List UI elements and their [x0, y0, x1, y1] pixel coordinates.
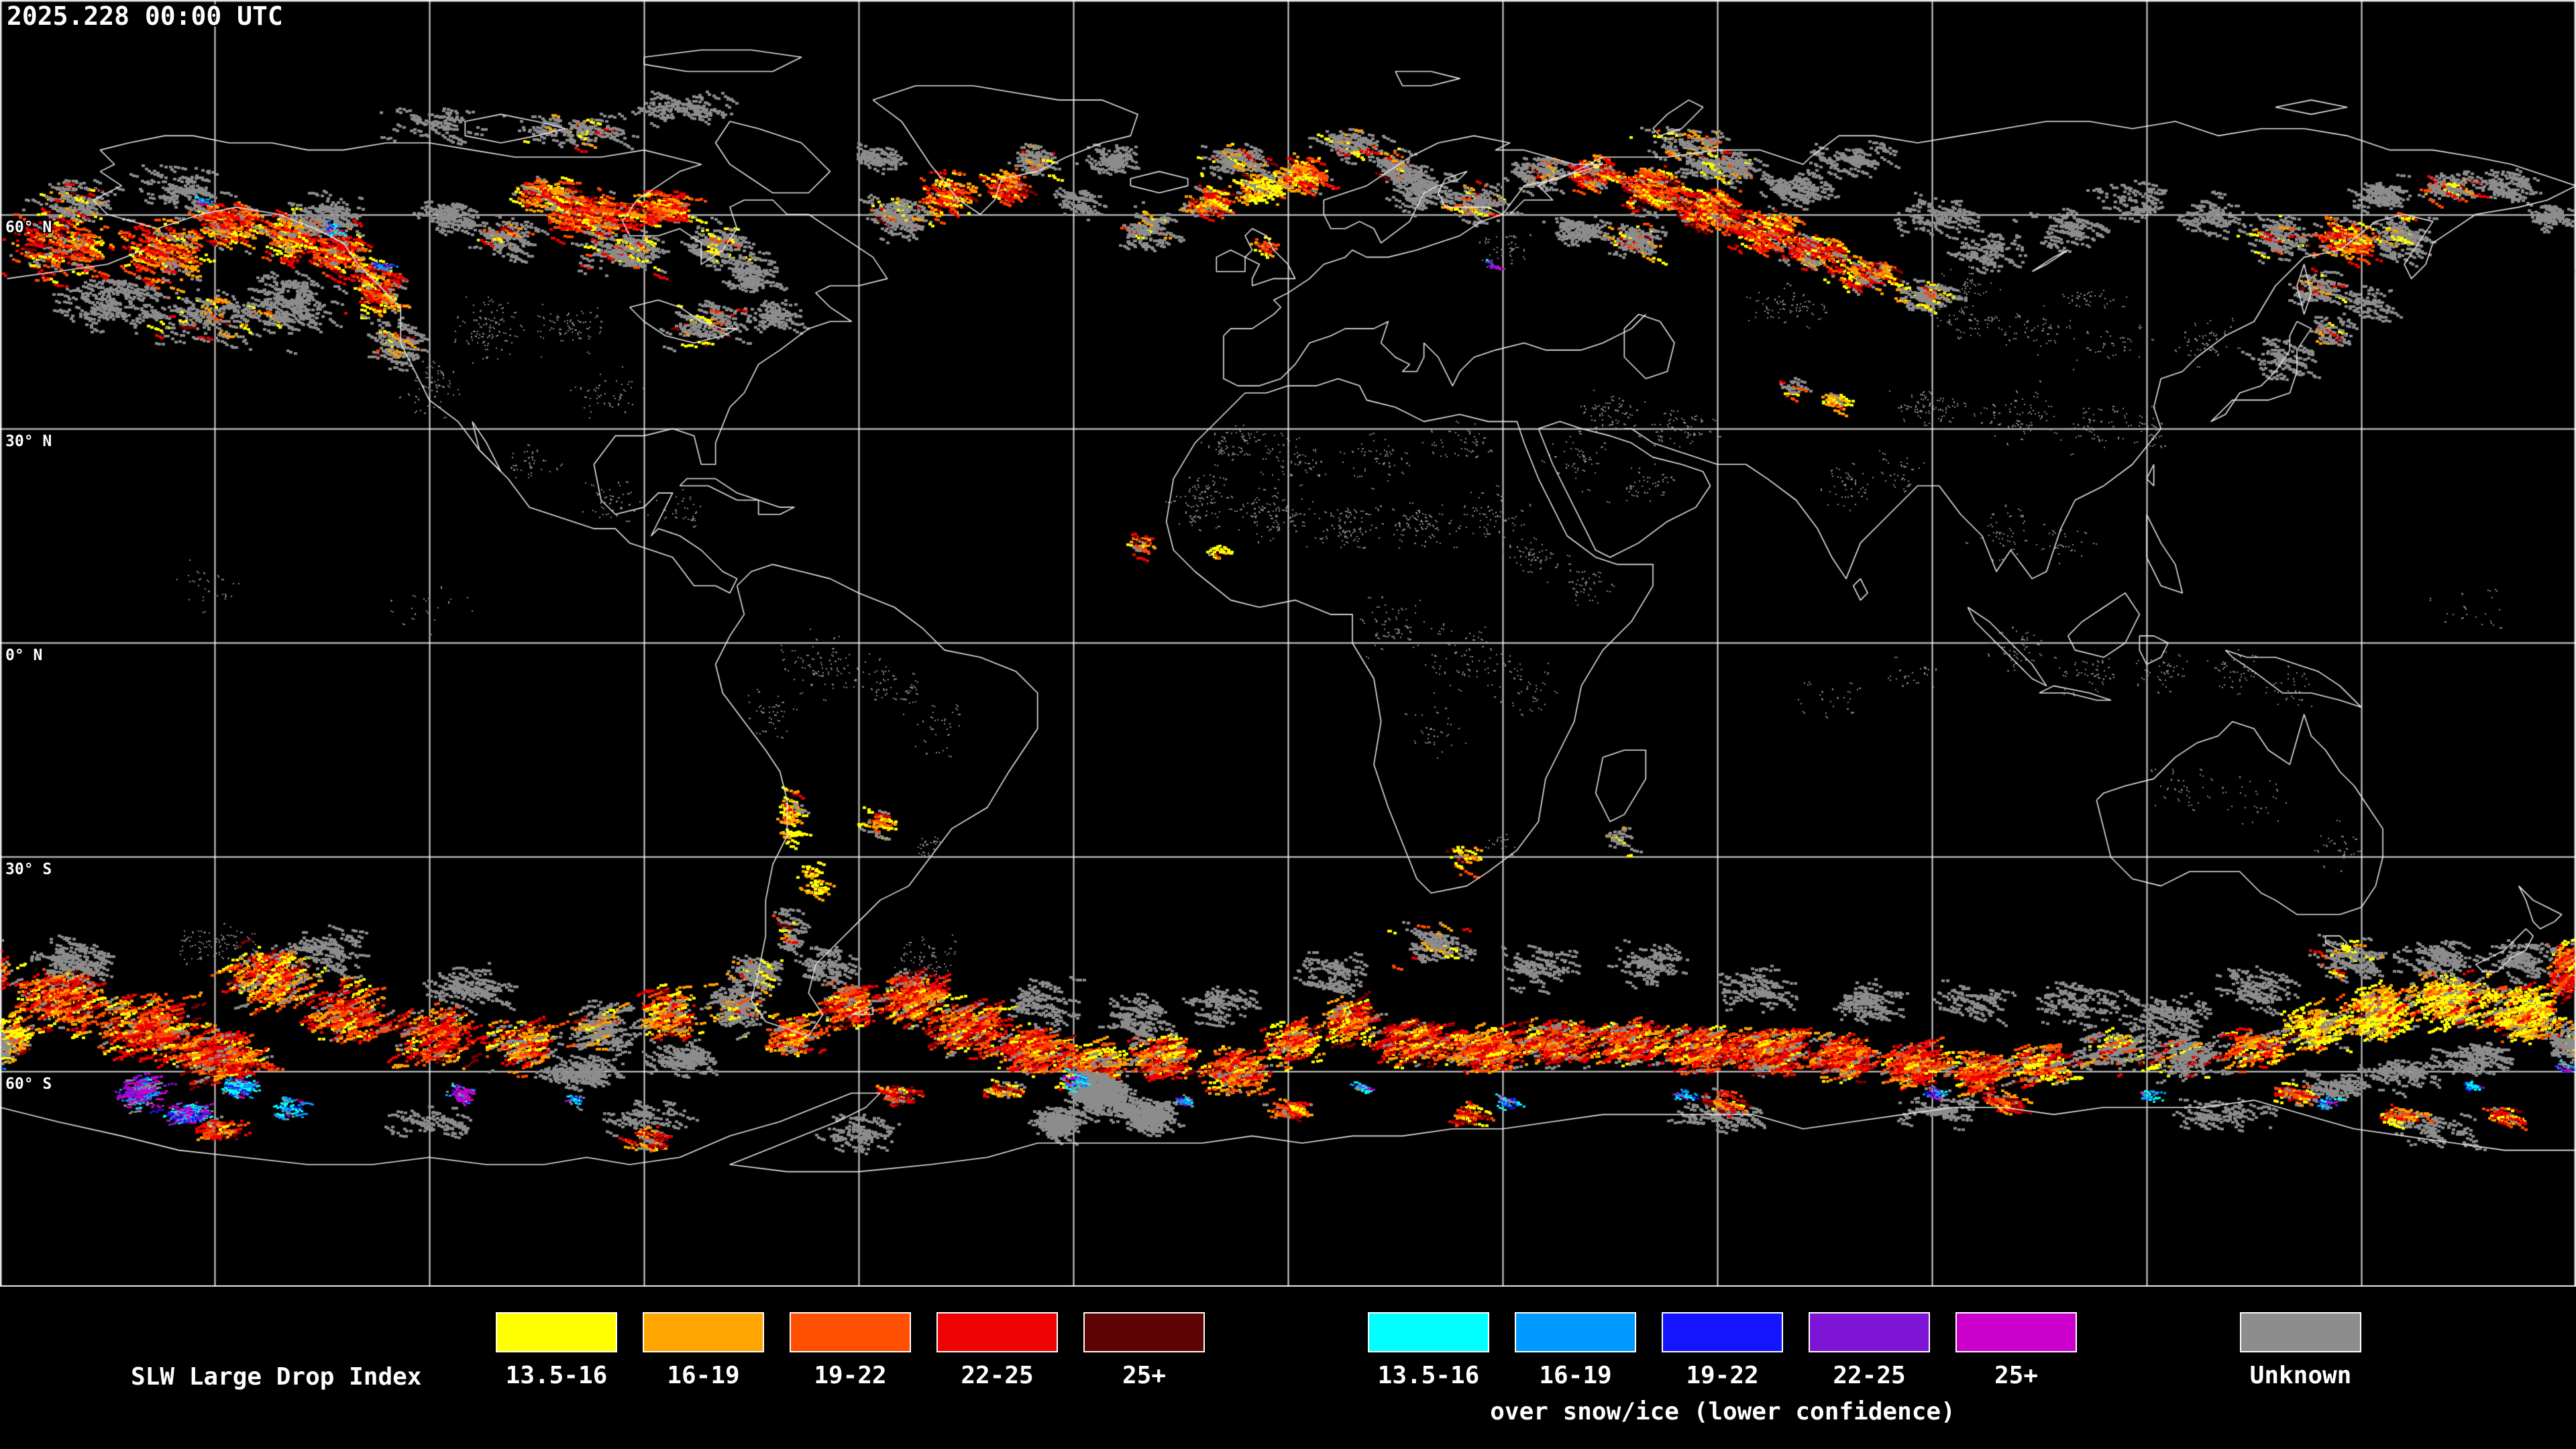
latitude-label: 60° N	[5, 219, 52, 236]
latitude-label: 30° S	[5, 861, 52, 878]
legend-label-25+: 25+	[1122, 1362, 1167, 1389]
legend-label-22-25: 22-25	[1833, 1362, 1906, 1389]
legend-swatch-13.5-16	[1368, 1312, 1489, 1352]
latitude-label: 30° N	[5, 433, 52, 450]
latitude-label: 0° N	[5, 647, 43, 664]
legend-primary-labels: 13.5-16 16-19 19-22 22-25 25+	[496, 1362, 1205, 1389]
legend-label-13.5-16: 13.5-16	[505, 1362, 608, 1389]
legend-swatch-16-19	[1515, 1312, 1636, 1352]
legend-swatch-25+	[1083, 1312, 1205, 1352]
legend-label-22-25: 22-25	[961, 1362, 1034, 1389]
legend-label-19-22: 19-22	[814, 1362, 887, 1389]
legend-swatch-16-19	[643, 1312, 764, 1352]
legend-label-19-22: 19-22	[1686, 1362, 1759, 1389]
legend-label-25+: 25+	[1994, 1362, 2039, 1389]
legend-primary-swatches	[496, 1312, 1205, 1352]
latitude-label: 60° S	[5, 1075, 52, 1093]
legend-swatch-13.5-16	[496, 1312, 617, 1352]
world-map: 2025.228 00:00 UTC 60° N 30° N 0° N 30° S 60…	[0, 0, 2576, 1287]
legend-swatch-19-22	[1662, 1312, 1783, 1352]
legend-snow-ice-labels: 13.5-16 16-19 19-22 22-25 25+	[1368, 1362, 2077, 1389]
legend-label-16-19: 16-19	[1539, 1362, 1612, 1389]
legend-swatch-19-22	[790, 1312, 911, 1352]
legend-snow-ice-swatches	[1368, 1312, 2077, 1352]
legend-label-13.5-16: 13.5-16	[1377, 1362, 1480, 1389]
legend-swatch-22-25	[936, 1312, 1058, 1352]
timestamp: 2025.228 00:00 UTC	[7, 1, 283, 31]
legend-swatch-unknown	[2240, 1312, 2361, 1352]
legend: SLW Large Drop Index 13.5-16 16-19 19-22 22…	[0, 1287, 2576, 1449]
legend-snow-ice-caption: over snow/ice (lower confidence)	[1490, 1398, 1955, 1426]
legend-title: SLW Large Drop Index	[131, 1363, 422, 1391]
legend-swatch-25+	[1955, 1312, 2077, 1352]
legend-unknown-label: Unknown	[2249, 1362, 2352, 1389]
legend-label-16-19: 16-19	[667, 1362, 740, 1389]
slw-map-canvas	[0, 0, 2576, 1287]
legend-swatch-22-25	[1809, 1312, 1930, 1352]
